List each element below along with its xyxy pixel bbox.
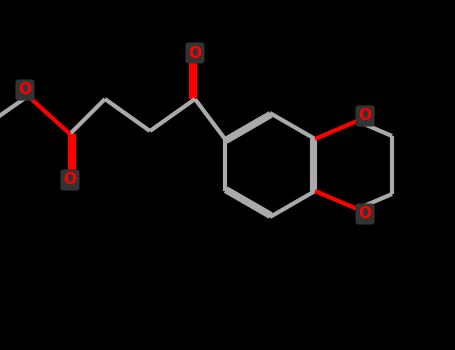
Text: O: O [359, 206, 372, 222]
Text: O: O [63, 173, 76, 188]
Text: O: O [19, 83, 31, 98]
Text: O: O [359, 108, 372, 124]
Text: O: O [188, 46, 202, 61]
